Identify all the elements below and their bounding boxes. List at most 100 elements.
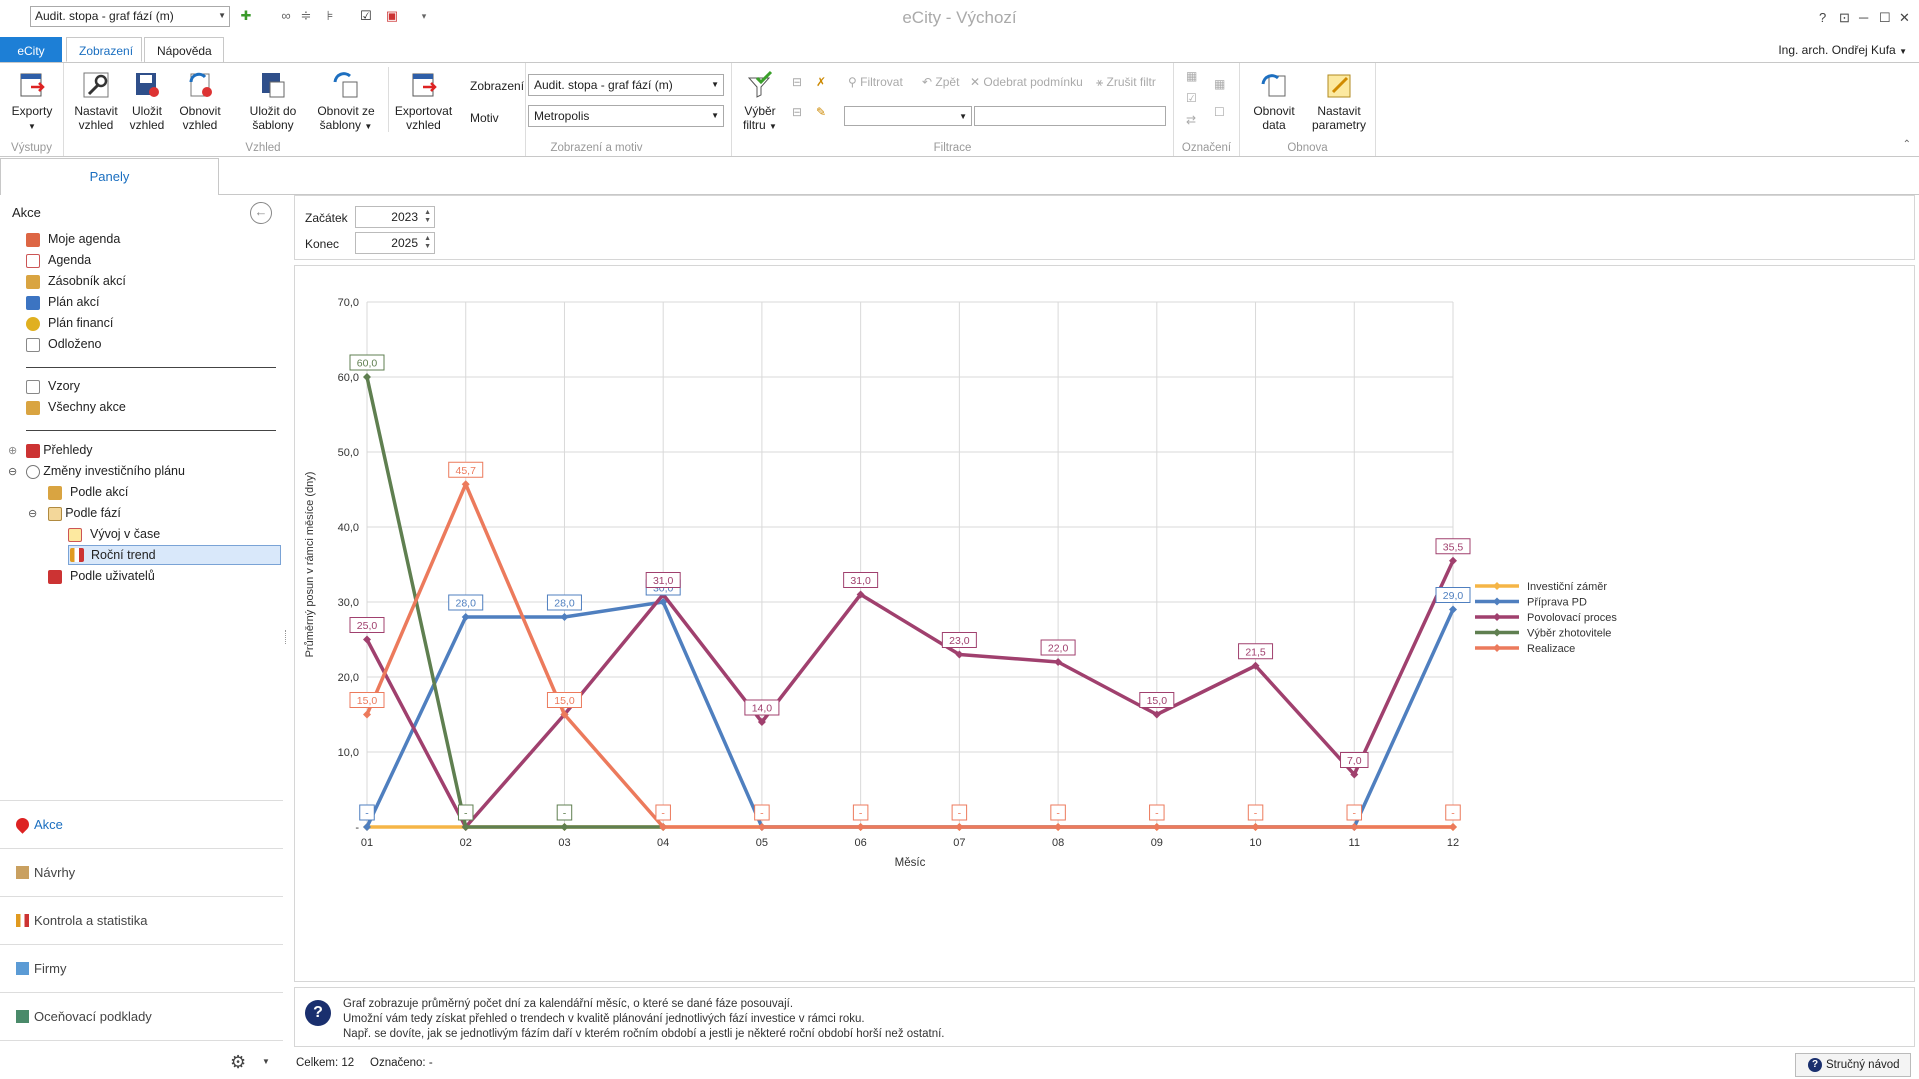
panel-splitter[interactable]: [285, 630, 288, 644]
tab-zobrazeni[interactable]: Zobrazení: [66, 37, 142, 62]
zrusit-filtr-button[interactable]: ⚹ Zrušit filtr: [1096, 75, 1156, 89]
nastavit-vzhled-button[interactable]: Nastavit vzhled: [70, 67, 122, 132]
data-point: [1350, 823, 1359, 831]
ulozit-sablony-button[interactable]: Uložit do šablony: [244, 67, 302, 132]
help-label: Stručný návod: [1826, 1059, 1900, 1071]
restore-ribbon-button[interactable]: ⊡: [1839, 10, 1850, 25]
tree-item-prehledy[interactable]: ⊕ Přehledy: [8, 443, 93, 458]
zpet-button[interactable]: ↶ Zpět: [922, 75, 960, 89]
start-year-spinner[interactable]: 2023 ▲ ▼: [355, 206, 435, 228]
tab-ecity[interactable]: eCity: [0, 37, 62, 62]
minimize-button[interactable]: ─: [1859, 10, 1869, 25]
obnovit-data-button[interactable]: Obnovit data: [1246, 67, 1302, 132]
tree-item-vyvoj-v-case[interactable]: Vývoj v čase: [68, 527, 160, 542]
filter-clear-icon[interactable]: ✗: [816, 75, 827, 89]
nav-ocenovaci[interactable]: Oceňovací podklady: [0, 992, 283, 1040]
filter-value-input[interactable]: [974, 106, 1166, 126]
house-icon: [26, 401, 40, 415]
data-point: [1251, 823, 1260, 831]
tree-item-plan-financi[interactable]: Plán financí: [26, 316, 113, 331]
nav-firmy[interactable]: Firmy: [0, 944, 283, 992]
checkbox-icon[interactable]: ☑: [360, 8, 372, 23]
export-icon[interactable]: ▣: [385, 8, 399, 23]
help-window-button[interactable]: ?: [1819, 10, 1827, 25]
zobrazeni-select[interactable]: Audit. stopa - graf fází (m) ▼: [528, 74, 724, 96]
filter-field-select[interactable]: ▼: [844, 106, 972, 126]
document-icon: [26, 338, 40, 352]
user-menu[interactable]: Ing. arch. Ondřej Kufa ▼: [1778, 43, 1907, 57]
tree-item-plan-akci[interactable]: Plán akcí: [26, 295, 99, 310]
filter-add-icon[interactable]: ✚: [240, 8, 252, 23]
obnovit-sablony-button[interactable]: Obnovit ze šablony ▼: [314, 67, 378, 134]
vyber-filtru-button[interactable]: Výběr filtru ▼: [736, 67, 784, 134]
data-label: -: [1254, 808, 1258, 820]
refresh-icon: [189, 72, 212, 97]
nav-akce[interactable]: Akce: [0, 800, 283, 848]
group-label-oznaceni: Označení: [1181, 142, 1232, 154]
data-label-box: [1346, 804, 1363, 821]
customize-icon[interactable]: ▾: [421, 11, 427, 21]
ribbon: Exporty ▼ Výstupy Nastavit vzhled Uložit …: [0, 62, 1919, 157]
tab-panely[interactable]: Panely: [0, 158, 219, 195]
exports-button[interactable]: Exporty ▼: [6, 67, 58, 134]
tree-item-odlozeno[interactable]: Odloženo: [26, 337, 102, 352]
collapse-icon[interactable]: ⊖: [28, 508, 38, 520]
collapse-icon[interactable]: ⊖: [8, 466, 18, 478]
tree-item-zmeny-plan[interactable]: ⊖ Změny investičního plánu: [8, 464, 185, 479]
close-button[interactable]: ✕: [1899, 10, 1910, 25]
pin-icon[interactable]: ✎: [816, 105, 827, 119]
checklist-icon: [26, 254, 40, 268]
tree-icon[interactable]: ⊧: [326, 8, 334, 23]
quick-view-combo[interactable]: Audit. stopa - graf fází (m) ▼: [30, 6, 230, 27]
odebrat-label: Odebrat podmínku: [983, 75, 1083, 89]
tree-item-moje-agenda[interactable]: Moje agenda: [26, 232, 120, 247]
strike-icon[interactable]: ≑: [300, 8, 312, 23]
data-point: [659, 598, 668, 606]
tree-item-podle-akci[interactable]: Podle akcí: [48, 485, 128, 500]
exportovat-vzhled-button[interactable]: Exportovat vzhled: [388, 67, 458, 132]
report-icon: [26, 444, 40, 458]
end-year-spinner[interactable]: 2025 ▲ ▼: [355, 232, 435, 254]
ulozit-sablony-label: Uložit do šablony: [249, 104, 297, 132]
tree-item-vzory[interactable]: Vzory: [26, 379, 80, 394]
spin-arrows-icon[interactable]: ▲ ▼: [424, 209, 431, 224]
uncheck-icon[interactable]: ☐: [1214, 105, 1225, 119]
link-icon[interactable]: ∞: [281, 8, 291, 23]
ulozit-vzhled-button[interactable]: Uložit vzhled: [124, 67, 170, 132]
gear-icon[interactable]: ⚙: [230, 1052, 247, 1072]
start-label: Začátek: [305, 211, 348, 225]
chevron-down-icon[interactable]: ▼: [218, 11, 226, 20]
invert-icon[interactable]: ⇄: [1186, 113, 1197, 127]
group-label-zobrazeni: Zobrazení a motiv: [550, 142, 643, 154]
tree-item-podle-fazi[interactable]: ⊖ Podle fází: [28, 506, 121, 521]
filter-small-icon[interactable]: ⊟: [792, 75, 803, 89]
motiv-select[interactable]: Metropolis ▼: [528, 105, 724, 127]
nav-navrhy[interactable]: Návrhy: [0, 848, 283, 896]
obnovit-vzhled-button[interactable]: Obnovit vzhled: [174, 67, 226, 132]
filter-add-icon[interactable]: ⊟: [792, 105, 803, 119]
nav-kontrola[interactable]: Kontrola a statistika: [0, 896, 283, 944]
check-all-icon[interactable]: ☑: [1186, 91, 1197, 105]
grid-deselect-icon[interactable]: ▦: [1214, 77, 1226, 91]
collapse-ribbon-icon[interactable]: ⌃: [1902, 139, 1911, 150]
help-button[interactable]: ? Stručný návod: [1795, 1053, 1911, 1077]
x-tick-label: 01: [361, 837, 373, 849]
tab-napoveda[interactable]: Nápověda: [144, 37, 224, 62]
grid-select-icon[interactable]: ▦: [1186, 69, 1198, 83]
back-arrow-icon[interactable]: ←: [250, 202, 272, 224]
left-panel: Panely Akce ← Moje agenda Agenda Zásobní…: [0, 158, 1919, 1079]
filtrovat-button[interactable]: ⚲ Filtrovat: [848, 75, 903, 89]
odebrat-podminku-button[interactable]: ✕ Odebrat podmínku: [970, 75, 1083, 89]
tree-item-podle-uzivatelu[interactable]: Podle uživatelů: [48, 569, 155, 584]
tree-item-vsechny-akce[interactable]: Všechny akce: [26, 400, 126, 415]
tree-item-agenda[interactable]: Agenda: [26, 253, 91, 268]
bar-chart-icon: [70, 548, 84, 562]
building-icon: [16, 962, 29, 975]
tree-item-zasobnik[interactable]: Zásobník akcí: [26, 274, 126, 289]
chevron-down-icon[interactable]: ▼: [262, 1057, 270, 1066]
maximize-button[interactable]: ☐: [1879, 10, 1891, 25]
expand-icon[interactable]: ⊕: [8, 445, 18, 457]
spin-arrows-icon[interactable]: ▲ ▼: [424, 235, 431, 250]
nastavit-parametry-button[interactable]: Nastavit parametry: [1308, 67, 1370, 132]
tree-item-rocni-trend[interactable]: Roční trend: [68, 545, 281, 565]
